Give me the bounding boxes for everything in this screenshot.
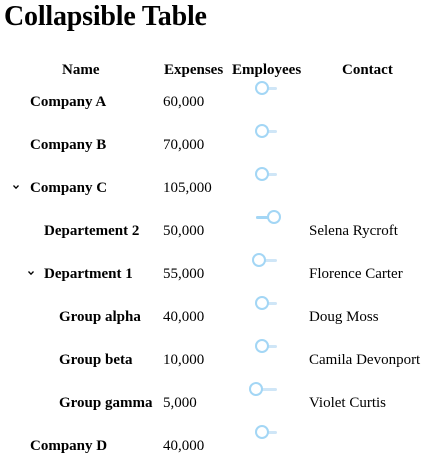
slider-track	[256, 388, 277, 391]
employees-slider[interactable]	[253, 80, 281, 100]
slider-thumb[interactable]	[255, 296, 269, 310]
slider-fill	[256, 216, 274, 219]
slider-thumb[interactable]	[252, 253, 266, 267]
row-contact: Florence Carter	[309, 266, 403, 282]
employees-slider[interactable]	[253, 123, 281, 143]
employees-slider[interactable]	[253, 166, 281, 186]
row-name: Company C	[30, 180, 108, 196]
row-name: Group alpha	[59, 309, 141, 325]
row-expenses: 40,000	[163, 438, 205, 454]
row-name: Group beta	[59, 352, 133, 368]
row-expenses: 70,000	[163, 137, 205, 153]
employees-slider[interactable]	[253, 424, 281, 444]
row-name: Company B	[30, 137, 107, 153]
row-contact: Selena Rycroft	[309, 223, 398, 239]
employees-slider[interactable]	[252, 252, 281, 272]
employees-slider[interactable]	[253, 209, 281, 229]
row-expenses: 105,000	[163, 180, 212, 196]
column-header-contact: Contact	[342, 62, 393, 78]
employees-slider[interactable]	[253, 338, 281, 358]
row-name: Company D	[30, 438, 108, 454]
column-header-employees: Employees	[232, 62, 302, 78]
slider-thumb[interactable]	[255, 339, 269, 353]
row-contact: Violet Curtis	[309, 395, 387, 411]
row-contact: Doug Moss	[309, 309, 379, 325]
row-expenses: 55,000	[163, 266, 205, 282]
row-name: Group gamma	[59, 395, 153, 411]
row-name: Company A	[30, 94, 107, 110]
chevron-down-icon[interactable]	[26, 268, 36, 278]
row-expenses: 40,000	[163, 309, 205, 325]
chevron-down-icon[interactable]	[11, 182, 21, 192]
employees-slider[interactable]	[253, 295, 281, 315]
row-contact: Camila Devonport	[309, 352, 421, 368]
slider-thumb[interactable]	[267, 210, 281, 224]
page-title: Collapsible Table	[4, 1, 207, 32]
column-header-expenses: Expenses	[164, 62, 224, 78]
row-expenses: 10,000	[163, 352, 205, 368]
slider-thumb[interactable]	[255, 124, 269, 138]
slider-thumb[interactable]	[255, 425, 269, 439]
row-expenses: 5,000	[163, 395, 197, 411]
employees-slider[interactable]	[249, 381, 281, 401]
column-header-name: Name	[62, 62, 100, 78]
slider-thumb[interactable]	[255, 167, 269, 181]
row-name: Departement 2	[44, 223, 140, 239]
row-expenses: 60,000	[163, 94, 205, 110]
row-name: Department 1	[44, 266, 133, 282]
slider-thumb[interactable]	[255, 81, 269, 95]
row-expenses: 50,000	[163, 223, 205, 239]
slider-thumb[interactable]	[249, 382, 263, 396]
slider-track	[256, 259, 277, 262]
